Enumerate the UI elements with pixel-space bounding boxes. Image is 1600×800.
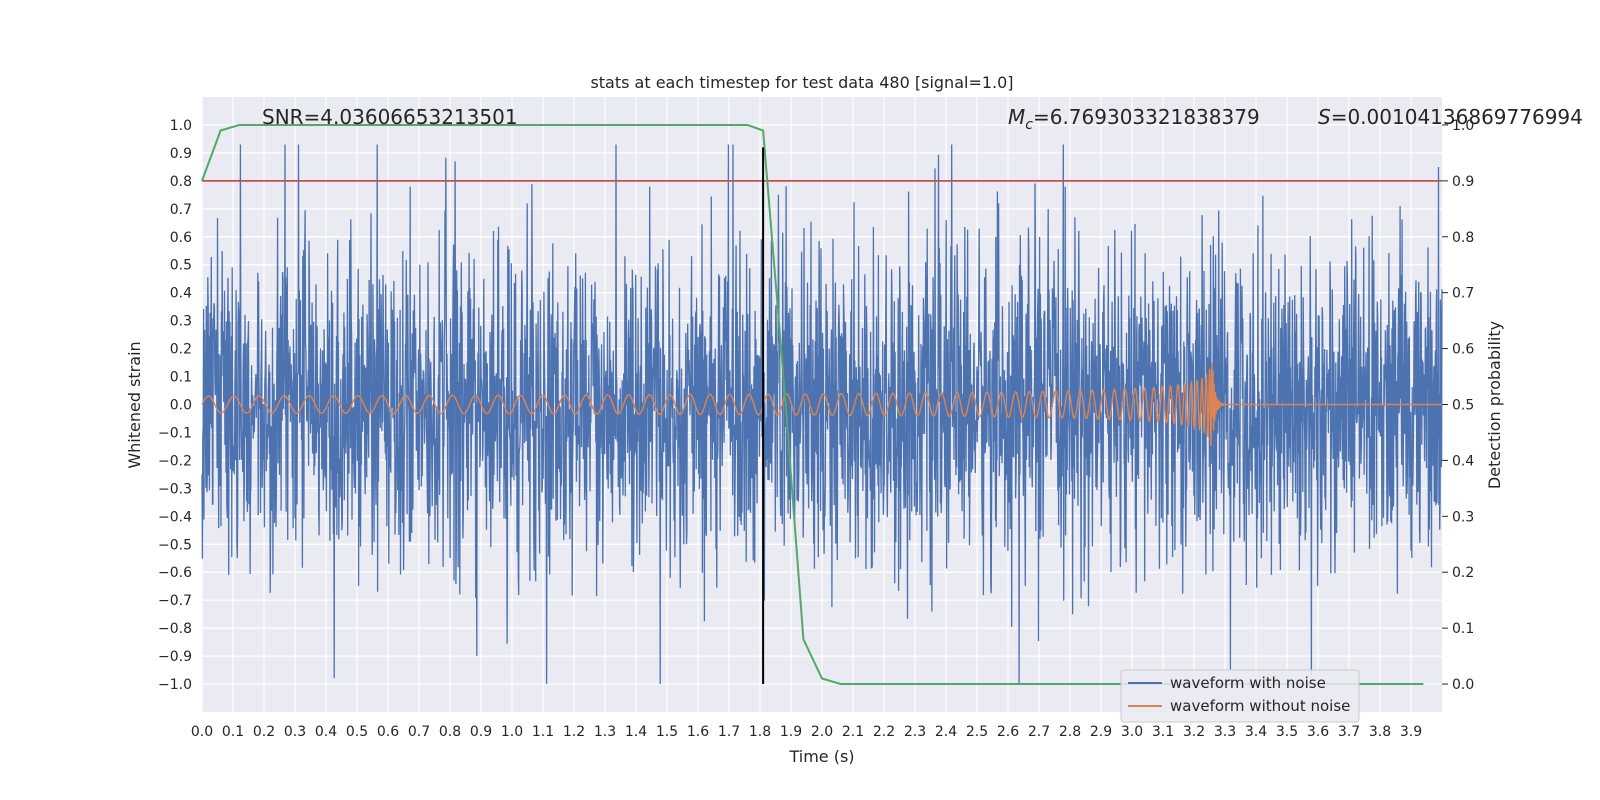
y-left-tick-label: −0.3	[158, 481, 192, 497]
legend-box	[1120, 669, 1360, 723]
clean-waveform-line	[201, 362, 1442, 447]
chirp-mass-symbol: M	[1008, 105, 1025, 129]
x-tick-label: 2.9	[1090, 724, 1112, 740]
y-left-tick-label: 0.3	[170, 314, 192, 330]
legend-label-noise: waveform with noise	[1170, 674, 1326, 692]
x-tick-label: 2.2	[873, 724, 895, 740]
x-tick-label: 2.3	[904, 724, 926, 740]
y-left-tick-label: 0.0	[170, 398, 192, 414]
series-waveform-without-noise	[201, 362, 1442, 447]
y-left-tick-label: −0.9	[158, 649, 192, 665]
x-tick-label: 3.7	[1338, 724, 1360, 740]
y-right-tick-label: 0.9	[1452, 174, 1474, 190]
y-left-tick-label: 0.4	[170, 286, 192, 302]
x-tick-label: 1.1	[532, 724, 554, 740]
y-left-tick-label: −0.6	[158, 565, 192, 581]
y-left-tick-label: −0.5	[158, 537, 192, 553]
y-left-tick-label: −0.7	[158, 593, 192, 609]
y-left-tick-label: −1.0	[158, 677, 192, 693]
x-tick-label: 0.2	[253, 724, 275, 740]
y-left-tick-label: 0.7	[170, 202, 192, 218]
x-tick-label: 1.0	[501, 724, 523, 740]
series-waveform-with-noise	[201, 144, 1443, 685]
x-tick-label: 2.8	[1059, 724, 1081, 740]
y-left-tick-label: 1.0	[170, 118, 192, 134]
y-right-tick-label: 0.3	[1452, 509, 1474, 525]
y-axis-left-ticks: 1.0 0.9 0.8 0.7 0.6 0.5 0.4 0.3 0.2 0.1 0.0 −0.1 −0.…	[158, 118, 192, 693]
y-right-tick-label: 1.0	[1452, 118, 1474, 134]
y-right-tick-label: 0.6	[1452, 342, 1474, 358]
x-tick-label: 1.4	[625, 724, 647, 740]
s-value: =0.001041368697769​94	[1331, 105, 1583, 129]
x-tick-label: 3.0	[1121, 724, 1143, 740]
x-tick-label: 2.1	[842, 724, 864, 740]
x-tick-label: 0.0	[191, 724, 213, 740]
x-axis-title: Time (s)	[788, 747, 854, 766]
x-tick-label: 2.6	[997, 724, 1019, 740]
chirp-mass-subscript: c	[1025, 117, 1033, 133]
x-tick-label: 0.1	[222, 724, 244, 740]
x-tick-label: 2.5	[966, 724, 988, 740]
x-tick-label: 2.0	[811, 724, 833, 740]
noise-waveform-line	[201, 144, 1443, 685]
x-tick-label: 0.9	[470, 724, 492, 740]
s-symbol: S	[1318, 105, 1331, 129]
x-tick-label: 1.8	[749, 724, 771, 740]
y-left-tick-label: 0.6	[170, 230, 192, 246]
x-tick-label: 3.9	[1400, 724, 1422, 740]
y-left-tick-label: −0.1	[158, 425, 192, 441]
y-left-tick-label: −0.8	[158, 621, 192, 637]
x-tick-label: 3.1	[1152, 724, 1174, 740]
x-tick-label: 1.9	[780, 724, 802, 740]
x-tick-label: 0.3	[284, 724, 306, 740]
y-right-tick-label: 0.0	[1452, 677, 1474, 693]
x-tick-label: 1.2	[563, 724, 585, 740]
x-tick-label: 1.6	[687, 724, 709, 740]
x-tick-label: 0.8	[439, 724, 461, 740]
y-axis-left-title: Whitened strain	[125, 341, 144, 468]
x-tick-label: 0.5	[346, 724, 368, 740]
x-tick-label: 1.5	[656, 724, 678, 740]
legend-label-clean: waveform without noise	[1170, 697, 1350, 715]
y-right-tick-label: 0.4	[1452, 453, 1474, 469]
y-right-tick-label: 0.7	[1452, 286, 1474, 302]
y-axis-right-ticks: 1.0 0.9 0.8 0.7 0.6 0.5 0.4 0.3 0.2 0.1 0.0	[1442, 118, 1474, 693]
x-tick-label: 3.3	[1214, 724, 1236, 740]
y-axis-right-title: Detection probability	[1485, 321, 1504, 489]
x-tick-label: 1.7	[718, 724, 740, 740]
chart-title: stats at each timestep for test data 480…	[590, 73, 1013, 92]
x-tick-label: 3.5	[1276, 724, 1298, 740]
x-tick-label: 3.8	[1369, 724, 1391, 740]
y-left-tick-label: 0.2	[170, 342, 192, 358]
x-axis-ticks: 0.0 0.1 0.2 0.3 0.4 0.5 0.6 0.7 0.8 0.9 1.0 1.1 1.2 1…	[191, 724, 1422, 740]
y-left-tick-label: 0.8	[170, 174, 192, 190]
x-tick-label: 3.4	[1245, 724, 1267, 740]
x-tick-label: 0.7	[408, 724, 430, 740]
x-tick-label: 3.2	[1183, 724, 1205, 740]
x-tick-label: 0.6	[377, 724, 399, 740]
x-tick-label: 2.7	[1028, 724, 1050, 740]
y-right-tick-label: 0.8	[1452, 230, 1474, 246]
snr-annotation: SNR=4.03606653213501	[262, 105, 518, 129]
x-tick-label: 3.6	[1307, 724, 1329, 740]
x-tick-label: 1.3	[594, 724, 616, 740]
y-left-tick-label: 0.5	[170, 258, 192, 274]
s-annotation: S=0.001041368697769​94	[1318, 105, 1583, 129]
x-tick-label: 0.4	[315, 724, 337, 740]
chirp-mass-annotation: Mc=6.769303321838379	[1008, 105, 1260, 133]
legend: waveform with noise waveform without noi…	[1120, 669, 1360, 723]
y-right-tick-label: 0.5	[1452, 398, 1474, 414]
y-left-tick-label: −0.2	[158, 453, 192, 469]
y-left-tick-label: 0.9	[170, 146, 192, 162]
y-left-tick-label: 0.1	[170, 370, 192, 386]
chirp-mass-value: =6.769303321838379	[1033, 105, 1260, 129]
y-right-tick-label: 0.2	[1452, 565, 1474, 581]
y-left-tick-label: −0.4	[158, 509, 192, 525]
x-tick-label: 2.4	[935, 724, 957, 740]
y-right-tick-label: 0.1	[1452, 621, 1474, 637]
